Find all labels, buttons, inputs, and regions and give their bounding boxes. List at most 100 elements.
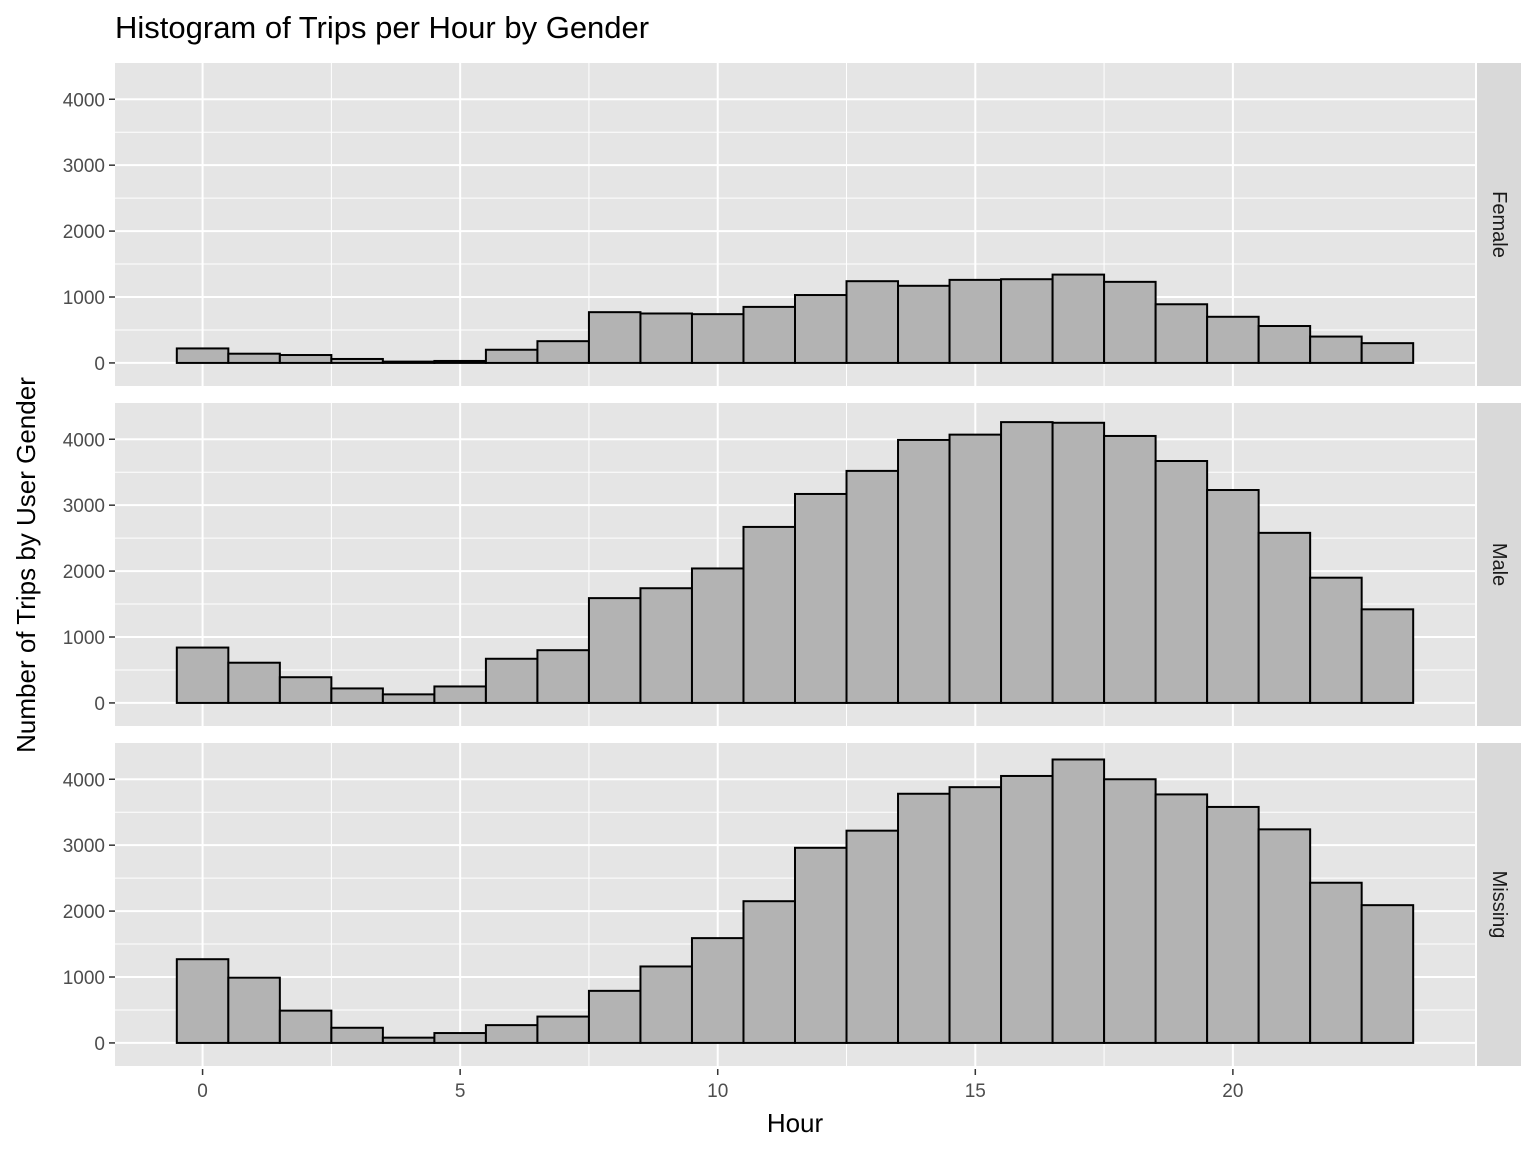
histogram-bar xyxy=(433,359,487,364)
histogram-bar xyxy=(278,676,333,704)
histogram-bar xyxy=(536,340,590,364)
y-tick-label: 1000 xyxy=(63,628,105,649)
histogram-bar xyxy=(227,976,281,1044)
facet-strip xyxy=(1477,63,1521,386)
x-tick-label: 20 xyxy=(1222,1081,1243,1102)
histogram-bar xyxy=(587,989,642,1044)
facet-strip xyxy=(1477,403,1521,726)
histogram-bar xyxy=(794,492,848,704)
histogram-bar xyxy=(1360,342,1415,364)
histogram-bar xyxy=(381,1036,436,1044)
y-tick-label: 2000 xyxy=(63,222,105,243)
histogram-bar xyxy=(897,792,951,1044)
histogram-bar xyxy=(639,965,693,1044)
histogram-bar xyxy=(1154,793,1209,1044)
histogram-bar xyxy=(845,829,900,1044)
histogram-bar xyxy=(1000,774,1054,1044)
y-tick-label: 3000 xyxy=(63,836,105,857)
y-tick-label: 0 xyxy=(94,694,105,715)
histogram-bar xyxy=(587,311,642,364)
histogram-bar xyxy=(639,312,693,364)
y-tick-label: 3000 xyxy=(63,496,105,517)
histogram-bar xyxy=(536,649,590,704)
histogram-bar xyxy=(433,1032,487,1044)
histogram-bar xyxy=(381,693,436,704)
histogram-bar xyxy=(1309,335,1363,364)
histogram-bar xyxy=(948,786,1003,1044)
histogram-bar xyxy=(330,687,384,704)
y-tick-label: 3000 xyxy=(63,156,105,177)
histogram-bar xyxy=(742,305,797,364)
facet-strip xyxy=(1477,743,1521,1066)
histogram-bar xyxy=(1103,280,1157,364)
histogram-bar xyxy=(690,313,745,364)
histogram-bar xyxy=(484,348,539,364)
histogram-bar xyxy=(1257,325,1312,364)
x-axis-title: Hour xyxy=(767,1108,824,1138)
histogram-bar xyxy=(1309,576,1363,704)
chart-title: Histogram of Trips per Hour by Gender xyxy=(115,10,649,45)
y-axis-title: Number of Trips by User Gender xyxy=(11,377,41,753)
histogram-bar xyxy=(845,469,900,704)
histogram-bar xyxy=(1257,828,1312,1044)
histogram-bar xyxy=(1103,434,1157,704)
histogram-bar xyxy=(381,360,436,364)
histogram-bar xyxy=(484,657,539,704)
histogram-bar xyxy=(897,284,951,364)
histogram-bar xyxy=(1360,904,1415,1044)
histogram-bar xyxy=(587,597,642,704)
y-tick-label: 1000 xyxy=(63,968,105,989)
histogram-bar xyxy=(1154,460,1209,704)
facet-panel-male: 0 1000 2000 3000 4000 Male xyxy=(63,403,1521,726)
histogram-bar xyxy=(175,646,230,704)
histogram-bar xyxy=(690,567,745,704)
y-tick-label: 0 xyxy=(94,354,105,375)
histogram-bar xyxy=(227,661,281,704)
histogram-bar xyxy=(742,525,797,704)
facet-panel-female: 0 1000 2000 3000 4000 Female xyxy=(63,63,1521,386)
histogram-bar xyxy=(1206,315,1260,364)
histogram-bar xyxy=(948,433,1003,704)
histogram-bar xyxy=(175,958,230,1044)
histogram-bar xyxy=(330,1026,384,1044)
histogram-bar xyxy=(742,900,797,1044)
histogram-bar xyxy=(175,347,230,364)
histogram-bar xyxy=(690,937,745,1044)
histogram-bar xyxy=(1206,489,1260,704)
histogram-bar xyxy=(433,685,487,704)
facet-strip-label-female: Female xyxy=(1488,191,1510,258)
histogram-bar xyxy=(278,1009,333,1044)
y-tick-label: 4000 xyxy=(63,430,105,451)
histogram-bar xyxy=(948,278,1003,364)
histogram-bar xyxy=(639,587,693,704)
histogram-bar xyxy=(1051,273,1106,364)
histogram-bar xyxy=(1154,303,1209,364)
y-tick-label: 2000 xyxy=(63,562,105,583)
histogram-bar xyxy=(1257,531,1312,704)
y-tick-label: 4000 xyxy=(63,770,105,791)
histogram-bar xyxy=(330,357,384,364)
histogram-bar xyxy=(1000,278,1054,364)
x-tick-label: 10 xyxy=(707,1081,728,1102)
histogram-bar xyxy=(1051,758,1106,1044)
histogram-bar xyxy=(1000,421,1054,704)
histogram-bar xyxy=(1206,805,1260,1044)
y-tick-label: 1000 xyxy=(63,288,105,309)
y-tick-label: 0 xyxy=(94,1034,105,1055)
histogram-bar xyxy=(227,352,281,364)
histogram-bar xyxy=(897,438,951,704)
histogram-bar xyxy=(278,354,333,364)
facet-strip-label-missing: Missing xyxy=(1488,871,1510,939)
histogram-bar xyxy=(484,1024,539,1044)
x-tick-label: 5 xyxy=(455,1081,466,1102)
facet-strip-label-male: Male xyxy=(1488,543,1510,586)
x-tick-label: 0 xyxy=(197,1081,208,1102)
histogram-bar xyxy=(1360,608,1415,704)
y-tick-label: 4000 xyxy=(63,90,105,111)
facet-panel-missing: 0 1000 2000 3000 4000 Missing xyxy=(63,743,1521,1066)
histogram-bar xyxy=(1103,778,1157,1044)
histogram-bar xyxy=(536,1015,590,1044)
y-tick-label: 2000 xyxy=(63,902,105,923)
